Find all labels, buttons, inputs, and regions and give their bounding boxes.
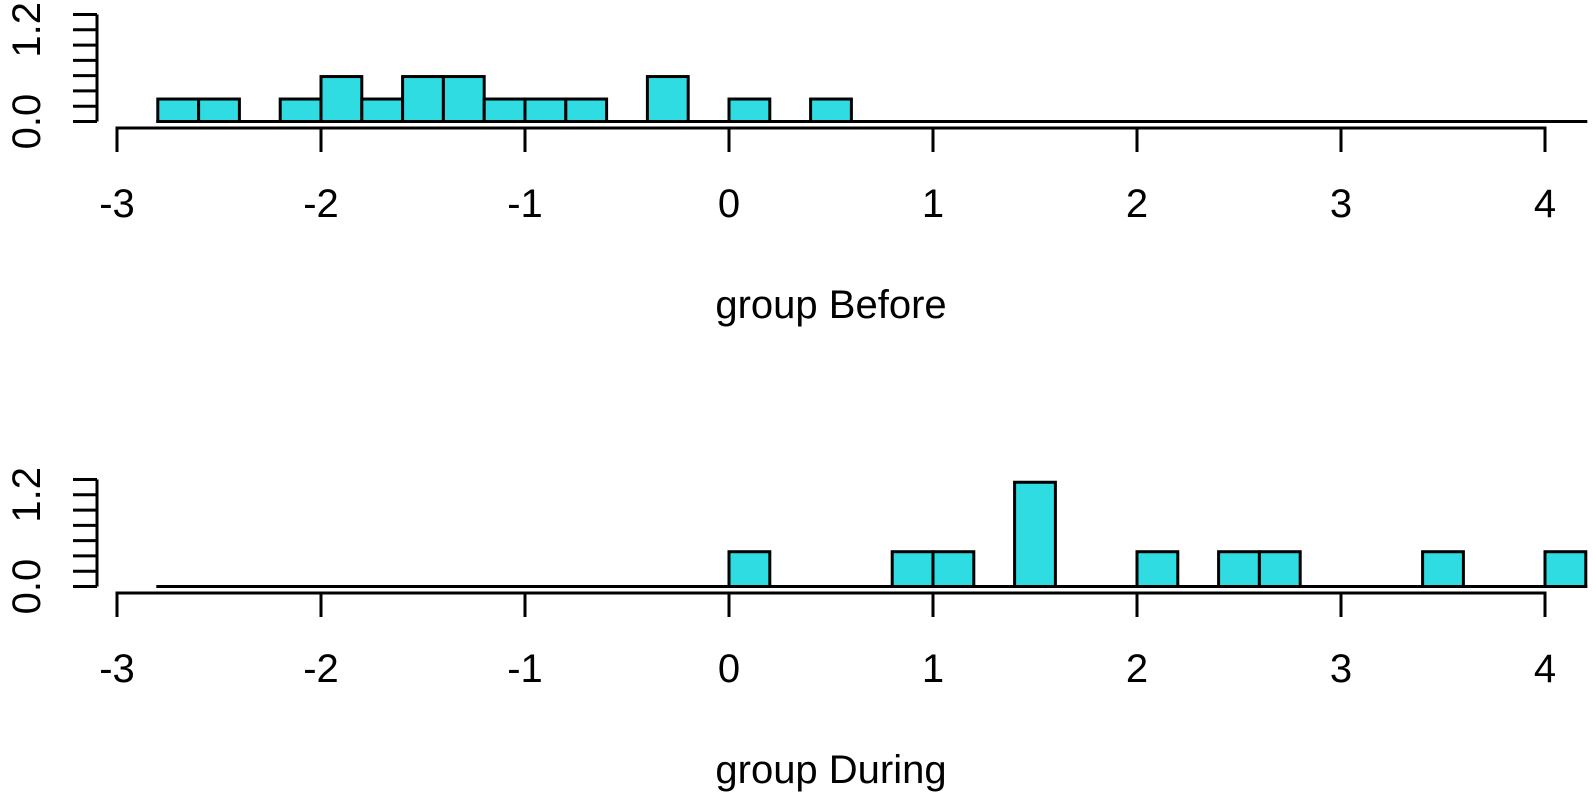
histogram-bar xyxy=(809,97,853,123)
histogram-bar xyxy=(1013,480,1057,588)
y-tick-label: 1.2 xyxy=(5,467,49,523)
x-tick-label: 3 xyxy=(1330,647,1352,691)
x-tick-label: 1 xyxy=(922,182,944,226)
histogram-during: 0.0 1.2 -3 -2 -1 0 1 2 3 4 group During xyxy=(0,465,1593,798)
histogram-bar xyxy=(482,97,527,123)
xlabel-group-during: group During xyxy=(715,748,947,792)
x-tick-label: 0 xyxy=(718,182,740,226)
histogram-bar xyxy=(931,550,976,588)
x-tick-label: 2 xyxy=(1126,182,1148,226)
histogram-bar xyxy=(197,97,241,123)
histogram-bar xyxy=(156,97,201,123)
x-tick-label: 2 xyxy=(1126,647,1148,691)
histogram-before-plot-area: 0.0 1.2 -3 -2 -1 0 1 2 3 4 xyxy=(5,2,1588,226)
xlabel-group-before: group Before xyxy=(715,283,947,327)
histogram-bar xyxy=(564,97,609,123)
x-tick-label: 1 xyxy=(922,647,944,691)
y-tick-label: 0.0 xyxy=(5,94,49,150)
histogram-bar xyxy=(401,75,445,123)
x-tick-label: -3 xyxy=(99,647,135,691)
x-tick-label: -3 xyxy=(99,182,135,226)
histogram-bar xyxy=(441,75,486,123)
x-tick-label: -2 xyxy=(303,182,339,226)
y-tick-label: 1.2 xyxy=(5,2,49,58)
histogram-bar xyxy=(1257,550,1302,588)
x-tick-label: 4 xyxy=(1534,182,1556,226)
x-tick-label: -1 xyxy=(507,647,543,691)
x-tick-label: 0 xyxy=(718,647,740,691)
histogram-bar xyxy=(319,75,364,123)
x-tick-label: 4 xyxy=(1534,647,1556,691)
histogram-bar xyxy=(727,97,772,123)
histogram-bar xyxy=(890,550,935,588)
y-tick-label: 0.0 xyxy=(5,559,49,615)
histogram-bar xyxy=(278,97,323,123)
histogram-before: 0.0 1.2 -3 -2 -1 0 1 2 3 4 group Before xyxy=(0,0,1593,335)
x-tick-label: 3 xyxy=(1330,182,1352,226)
histogram-bar xyxy=(1217,550,1261,588)
x-tick-label: -1 xyxy=(507,182,543,226)
histogram-bar xyxy=(1543,550,1588,588)
histogram-bar xyxy=(727,550,772,588)
histogram-bar xyxy=(1135,550,1180,588)
histogram-bar xyxy=(1421,550,1465,588)
histogram-bar xyxy=(523,97,568,123)
x-tick-label: -2 xyxy=(303,647,339,691)
histogram-bar xyxy=(645,75,690,123)
histogram-bar xyxy=(360,97,405,123)
histogram-during-plot-area: 0.0 1.2 -3 -2 -1 0 1 2 3 4 xyxy=(5,467,1588,691)
